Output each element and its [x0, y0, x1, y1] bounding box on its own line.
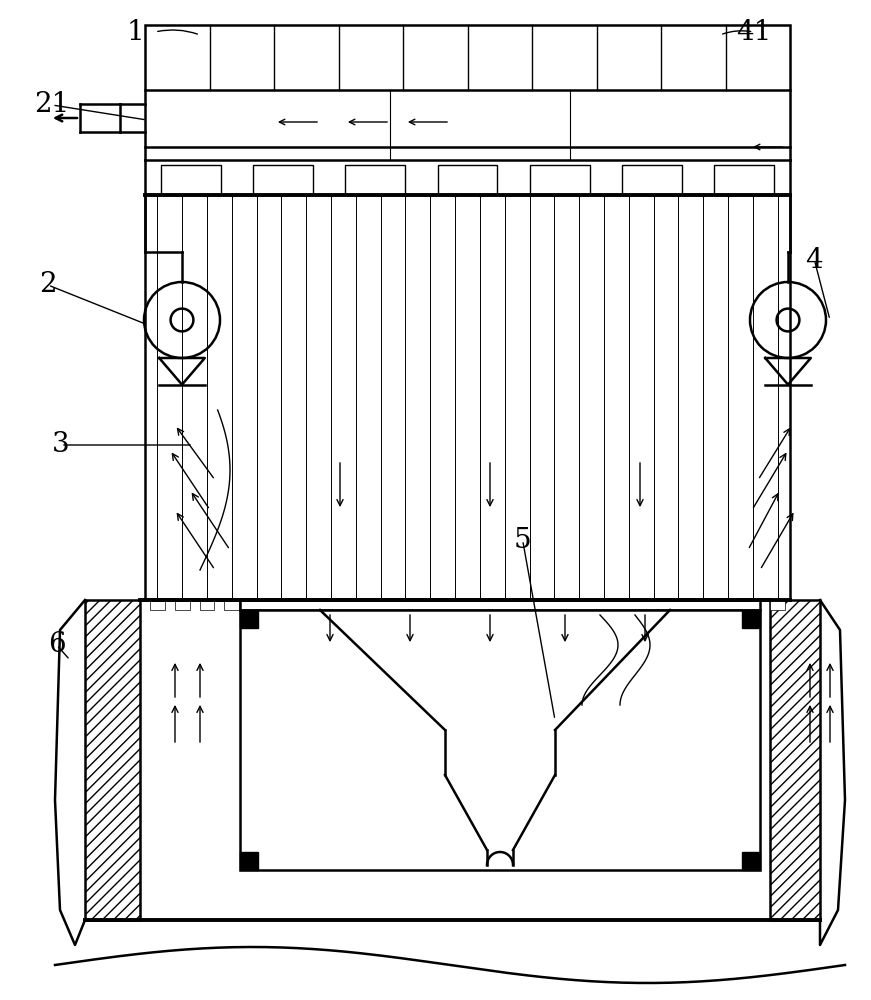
Text: 5: 5 [514, 526, 531, 554]
Bar [324, 600, 339, 610]
Bar [145, 25, 790, 90]
Bar [249, 600, 264, 610]
Bar [497, 600, 512, 610]
Bar [646, 600, 661, 610]
Bar [622, 165, 682, 195]
Bar [398, 600, 413, 610]
Text: 6: 6 [48, 632, 65, 658]
Bar [742, 610, 760, 628]
Bar [720, 600, 735, 610]
Bar [240, 610, 760, 870]
Bar [346, 165, 405, 195]
Bar [161, 165, 221, 195]
Bar [240, 610, 258, 628]
Bar [85, 600, 140, 920]
Bar [746, 600, 760, 610]
Bar [199, 600, 214, 610]
Bar [522, 600, 537, 610]
Bar [571, 600, 586, 610]
Text: 4: 4 [806, 246, 823, 273]
Bar [422, 600, 438, 610]
Bar [547, 600, 562, 610]
Bar [671, 600, 685, 610]
Bar [253, 165, 314, 195]
Bar [770, 600, 785, 610]
Bar [597, 600, 611, 610]
Text: 3: 3 [52, 432, 70, 458]
Bar [448, 600, 463, 610]
Text: 41: 41 [736, 18, 771, 45]
Bar [225, 600, 240, 610]
Bar [240, 852, 258, 870]
Text: 21: 21 [35, 92, 70, 118]
Bar [770, 600, 820, 920]
Bar [472, 600, 488, 610]
Text: 2: 2 [39, 271, 57, 298]
Bar [530, 165, 590, 195]
Bar [348, 600, 363, 610]
Bar [374, 600, 388, 610]
Bar [175, 600, 190, 610]
Bar [274, 600, 289, 610]
Bar [714, 165, 773, 195]
Bar [742, 852, 760, 870]
Bar [437, 165, 497, 195]
Bar [696, 600, 711, 610]
Text: 1: 1 [126, 18, 144, 45]
Bar [299, 600, 314, 610]
Bar [621, 600, 636, 610]
Bar [240, 600, 760, 610]
Bar [150, 600, 165, 610]
